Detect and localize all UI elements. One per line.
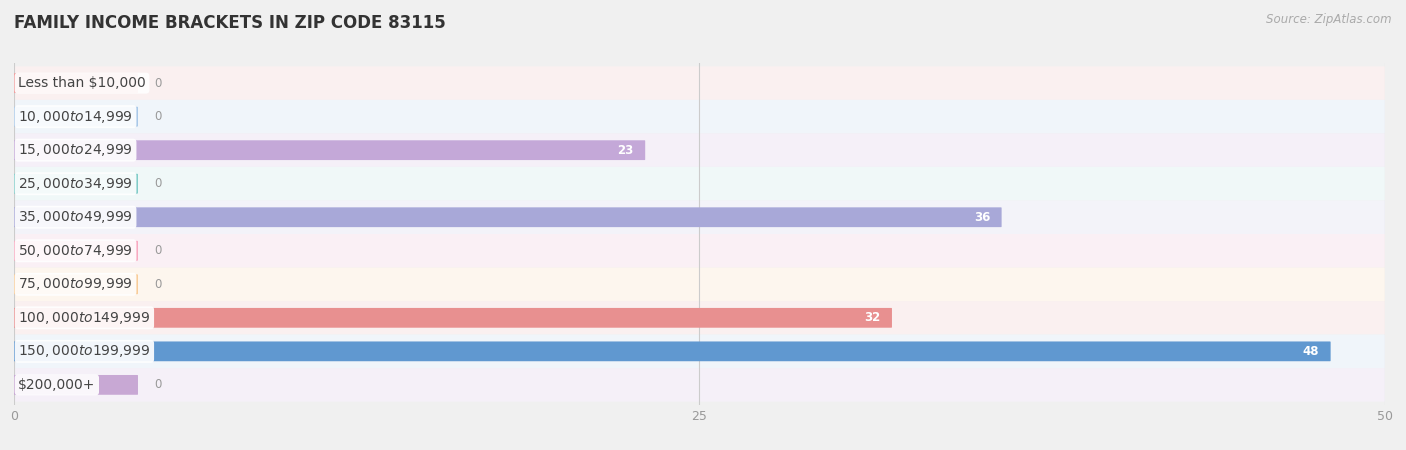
FancyBboxPatch shape	[14, 167, 1385, 200]
Text: FAMILY INCOME BRACKETS IN ZIP CODE 83115: FAMILY INCOME BRACKETS IN ZIP CODE 83115	[14, 14, 446, 32]
FancyBboxPatch shape	[14, 107, 138, 126]
FancyBboxPatch shape	[14, 241, 138, 261]
FancyBboxPatch shape	[14, 140, 645, 160]
FancyBboxPatch shape	[14, 174, 138, 194]
Text: 0: 0	[153, 76, 162, 90]
FancyBboxPatch shape	[14, 308, 891, 328]
Text: $50,000 to $74,999: $50,000 to $74,999	[18, 243, 134, 259]
Text: Source: ZipAtlas.com: Source: ZipAtlas.com	[1267, 14, 1392, 27]
FancyBboxPatch shape	[14, 274, 138, 294]
Text: 0: 0	[153, 110, 162, 123]
FancyBboxPatch shape	[14, 268, 1385, 301]
FancyBboxPatch shape	[14, 73, 138, 93]
FancyBboxPatch shape	[14, 342, 1330, 361]
Text: $100,000 to $149,999: $100,000 to $149,999	[18, 310, 150, 326]
Text: 0: 0	[153, 244, 162, 257]
Text: 32: 32	[865, 311, 880, 324]
Text: $200,000+: $200,000+	[18, 378, 96, 392]
Text: $15,000 to $24,999: $15,000 to $24,999	[18, 142, 134, 158]
Text: Less than $10,000: Less than $10,000	[18, 76, 146, 90]
FancyBboxPatch shape	[14, 234, 1385, 268]
FancyBboxPatch shape	[14, 335, 1385, 368]
Text: 0: 0	[153, 378, 162, 392]
FancyBboxPatch shape	[14, 133, 1385, 167]
Text: $10,000 to $14,999: $10,000 to $14,999	[18, 108, 134, 125]
Text: $35,000 to $49,999: $35,000 to $49,999	[18, 209, 134, 225]
FancyBboxPatch shape	[14, 200, 1385, 234]
Text: $75,000 to $99,999: $75,000 to $99,999	[18, 276, 134, 292]
FancyBboxPatch shape	[14, 301, 1385, 335]
Text: 48: 48	[1302, 345, 1319, 358]
FancyBboxPatch shape	[14, 207, 1001, 227]
Text: $150,000 to $199,999: $150,000 to $199,999	[18, 343, 150, 360]
Text: 0: 0	[153, 278, 162, 291]
Text: 36: 36	[974, 211, 990, 224]
FancyBboxPatch shape	[14, 368, 1385, 402]
FancyBboxPatch shape	[14, 66, 1385, 100]
Text: $25,000 to $34,999: $25,000 to $34,999	[18, 176, 134, 192]
FancyBboxPatch shape	[14, 100, 1385, 133]
FancyBboxPatch shape	[14, 375, 138, 395]
Text: 0: 0	[153, 177, 162, 190]
Text: 23: 23	[617, 144, 634, 157]
